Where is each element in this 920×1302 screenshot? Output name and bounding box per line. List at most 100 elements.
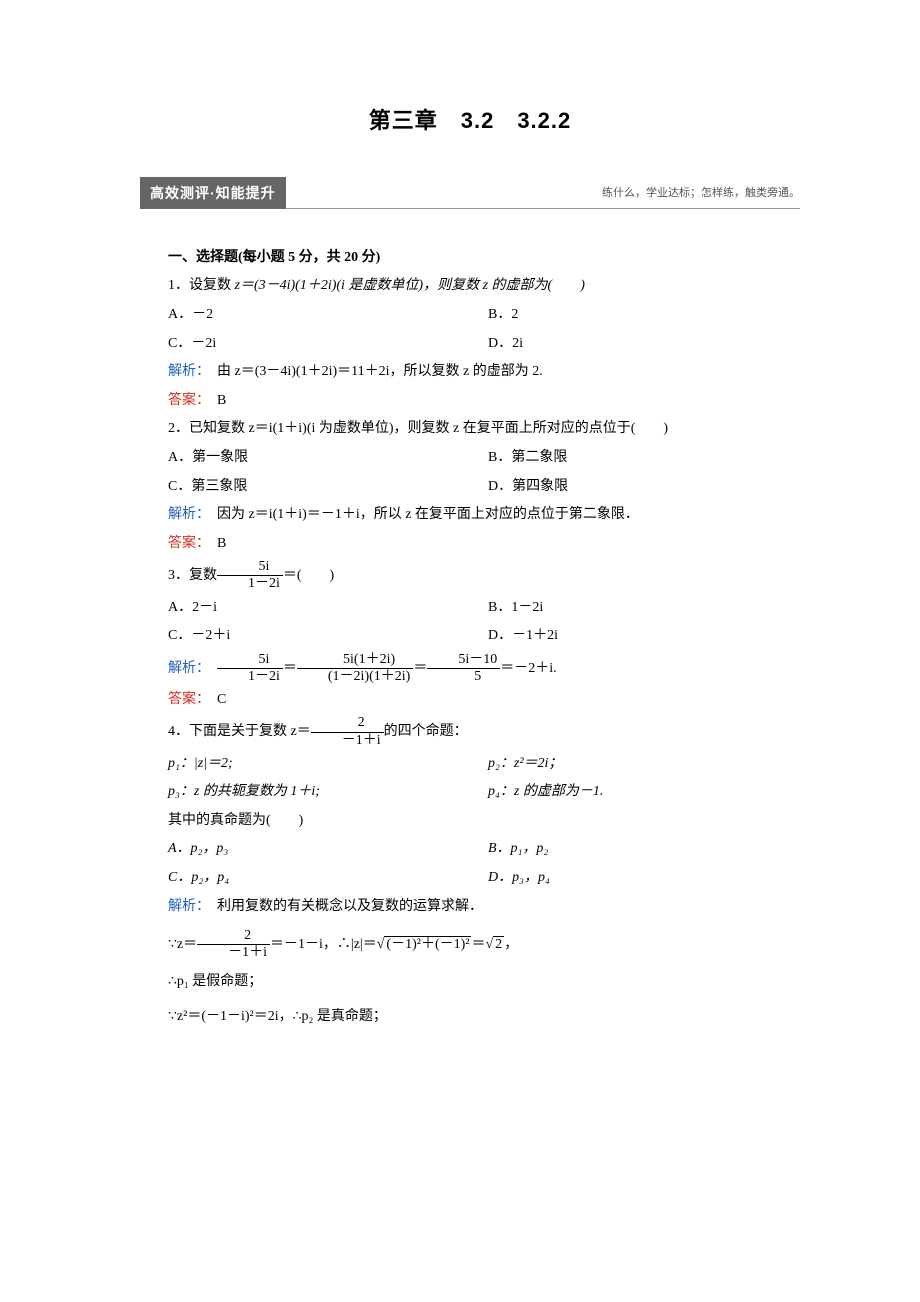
q3-option-d: D．－1＋2i (460, 623, 800, 650)
q4-stem: 4．下面是关于复数 z＝2－1＋i的四个命题： (140, 715, 800, 748)
f3-num: 5i－10 (427, 652, 500, 668)
q2-analysis-text: 因为 z＝i(1＋i)＝－1＋i，所以 z 在复平面上对应的点位于第二象限． (217, 507, 639, 522)
q3-frac-num: 5i (217, 559, 283, 575)
q4-stem-post: 的四个命题： (384, 724, 468, 739)
sqrt-1: √(－1)²＋(－1)² (377, 936, 472, 952)
q4-stem-pre: 4．下面是关于复数 z＝ (168, 724, 311, 739)
q4-analysis-1: 解析： 利用复数的有关概念以及复数的运算求解． (140, 894, 800, 921)
q1-option-d: D．2i (460, 331, 800, 358)
q3-options-row2: C．－2＋i D．－1＋2i (140, 623, 800, 650)
q2-option-a: A．第一象限 (140, 445, 460, 472)
q1-analysis: 解析： 由 z＝(3－4i)(1＋2i)＝11＋2i，所以复数 z 的虚部为 2… (140, 359, 800, 386)
f1-den: 1－2i (217, 668, 283, 685)
q3-option-b: B．1－2i (460, 595, 800, 622)
banner-label: 高效测评·知能提升 (140, 177, 286, 210)
q3-frac-den: 1－2i (217, 575, 283, 592)
q4-options-row2: C．p₂，p₄ D．p₃，p₄ (140, 865, 800, 892)
q1-answer-value: B (217, 393, 226, 408)
q2-options-row2: C．第三象限 D．第四象限 (140, 474, 800, 501)
analysis-label: 解析： (168, 899, 203, 914)
q1-options-row1: A．－2 B．2 (140, 302, 800, 329)
q3-analysis-tail: ＝－2＋i. (500, 661, 556, 676)
q2-option-b: B．第二象限 (460, 445, 800, 472)
q1-stem-eq: z＝(3－4i)(1＋2i)(i 是虚数单位)，则复数 z 的虚部为( ) (235, 278, 585, 293)
q3-a-frac2: 5i(1＋2i)(1－2i)(1＋2i) (297, 652, 413, 685)
q4-step3: ∵z²＝(－1－i)²＝2i，∴p₂ 是真命题； (140, 1004, 800, 1031)
sqrt-2: √2 (485, 936, 504, 952)
q1-option-b: B．2 (460, 302, 800, 329)
q4-step1-pre: ∵z＝ (168, 937, 197, 952)
q2-options-row1: A．第一象限 B．第二象限 (140, 445, 800, 472)
q1-stem: 1．设复数 z＝(3－4i)(1＋2i)(i 是虚数单位)，则复数 z 的虚部为… (140, 273, 800, 300)
eq-sign: ＝ (413, 661, 427, 676)
q2-option-c: C．第三象限 (140, 474, 460, 501)
q4-prop-row1: p₁：|z|＝2; p₂：z²＝2i； (140, 751, 800, 778)
q4-p4-text: p₄：z 的虚部为－1. (488, 784, 603, 799)
radicand-2: 2 (493, 936, 504, 952)
q4-s1-frac: 2－1＋i (197, 928, 270, 961)
q2-analysis: 解析： 因为 z＝i(1＋i)＝－1＋i，所以 z 在复平面上对应的点位于第二象… (140, 502, 800, 529)
answer-label: 答案： (168, 393, 203, 408)
radicand-1: (－1)²＋(－1)² (384, 936, 471, 952)
q1-option-c: C．－2i (140, 331, 460, 358)
q4-step1-mid: ＝－1－i，∴|z|＝ (270, 937, 377, 952)
q2-stem: 2．已知复数 z＝i(1＋i)(i 为虚数单位)，则复数 z 在复平面上所对应的… (140, 416, 800, 443)
f2-den: (1－2i)(1＋2i) (297, 668, 413, 685)
q1-option-a: A．－2 (140, 302, 460, 329)
q4-step2: ∴p₁ 是假命题； (140, 969, 800, 996)
f3-den: 5 (427, 668, 500, 685)
q4-p4: p₄：z 的虚部为－1. (460, 779, 800, 806)
analysis-label: 解析： (168, 364, 203, 379)
f1-num: 5i (217, 652, 283, 668)
answer-label: 答案： (168, 692, 203, 707)
q3-a-frac3: 5i－105 (427, 652, 500, 685)
section-banner: 高效测评·知能提升 练什么，学业达标；怎样练，触类旁通。 (140, 177, 800, 203)
s1-den: －1＋i (197, 944, 270, 961)
analysis-label: 解析： (168, 661, 203, 676)
q4-step1: ∵z＝2－1＋i＝－1－i，∴|z|＝√(－1)²＋(－1)²＝√2， (140, 928, 800, 961)
q1-analysis-text: 由 z＝(3－4i)(1＋2i)＝11＋2i，所以复数 z 的虚部为 2. (217, 364, 543, 379)
q3-answer: 答案： C (140, 687, 800, 714)
q4-p2: p₂：z²＝2i； (460, 751, 800, 778)
q1-options-row2: C．－2i D．2i (140, 331, 800, 358)
q1-stem-pre: 1．设复数 (168, 278, 235, 293)
q4-option-d: D．p₃，p₄ (460, 865, 800, 892)
banner-subtitle: 练什么，学业达标；怎样练，触类旁通。 (602, 183, 800, 204)
answer-label: 答案： (168, 536, 203, 551)
q4-frac-num: 2 (311, 715, 384, 731)
q4-option-b: B．p₁，p₂ (460, 836, 800, 863)
q3-a-frac1: 5i1－2i (217, 652, 283, 685)
q3-stem: 3．复数5i1－2i＝( ) (140, 559, 800, 592)
q4-fraction: 2－1＋i (311, 715, 384, 748)
q3-option-c: C．－2＋i (140, 623, 460, 650)
section-1-heading: 一、选择题(每小题 5 分，共 20 分) (140, 245, 800, 272)
q3-options-row1: A．2－i B．1－2i (140, 595, 800, 622)
q3-option-a: A．2－i (140, 595, 460, 622)
q3-answer-value: C (217, 692, 226, 707)
q4-option-a: A．p₂，p₃ (140, 836, 460, 863)
s1-num: 2 (197, 928, 270, 944)
q4-p3: p₃：z 的共轭复数为 1＋i; (140, 779, 460, 806)
q4-p1: p₁：|z|＝2; (140, 751, 460, 778)
q4-option-c: C．p₂，p₄ (140, 865, 460, 892)
q1-answer: 答案： B (140, 388, 800, 415)
f2-num: 5i(1＋2i) (297, 652, 413, 668)
q4-options-row1: A．p₂，p₃ B．p₁，p₂ (140, 836, 800, 863)
q3-fraction: 5i1－2i (217, 559, 283, 592)
q3-stem-pre: 3．复数 (168, 568, 217, 583)
analysis-label: 解析： (168, 507, 203, 522)
eq-sign: ＝ (471, 937, 485, 952)
q2-answer-value: B (217, 536, 226, 551)
q4-step1-post: ， (504, 937, 518, 952)
eq-sign: ＝ (283, 661, 297, 676)
q2-option-d: D．第四象限 (460, 474, 800, 501)
q4-analysis-line1: 利用复数的有关概念以及复数的运算求解． (217, 899, 483, 914)
q3-analysis: 解析： 5i1－2i＝5i(1＋2i)(1－2i)(1＋2i)＝5i－105＝－… (140, 652, 800, 685)
chapter-title: 第三章 3.2 3.2.2 (140, 100, 800, 142)
q2-answer: 答案： B (140, 531, 800, 558)
q4-frac-den: －1＋i (311, 732, 384, 749)
q4-p3-text: p₃：z 的共轭复数为 1＋i; (168, 784, 320, 799)
q3-stem-post: ＝( ) (283, 568, 334, 583)
q4-prop-row2: p₃：z 的共轭复数为 1＋i; p₄：z 的虚部为－1. (140, 779, 800, 806)
q4-true-line: 其中的真命题为( ) (140, 808, 800, 835)
